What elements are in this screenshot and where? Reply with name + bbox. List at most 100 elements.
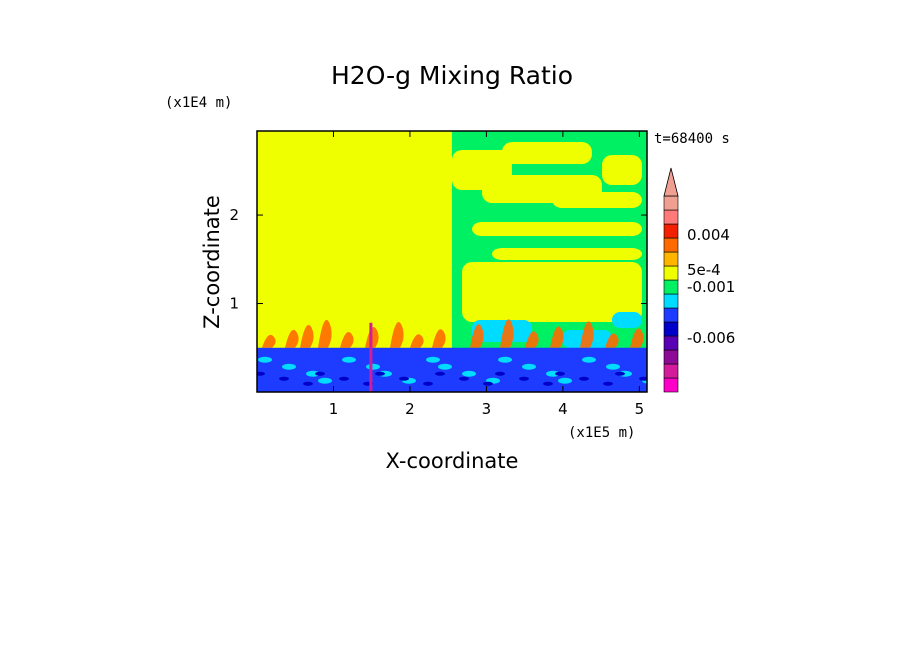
field-patch	[552, 192, 642, 208]
plume	[525, 331, 539, 348]
colorbar-swatch	[663, 209, 679, 225]
band-streak	[342, 356, 356, 363]
y-axis: 12	[229, 206, 647, 313]
band-streak	[555, 371, 565, 376]
band-streak	[375, 371, 385, 376]
plume	[300, 324, 314, 348]
y-axis-label: Z-coordinate	[200, 195, 224, 329]
band-streak	[462, 370, 476, 377]
plume	[630, 328, 644, 348]
band-streak	[582, 356, 596, 363]
band-streak	[558, 377, 572, 384]
plume-layer	[262, 319, 644, 348]
x-tick-label: 3	[482, 400, 492, 418]
colorbar-swatch	[663, 307, 679, 323]
plume	[470, 324, 484, 348]
x-axis: 1 2 3 4 5	[329, 131, 644, 418]
band-streak	[639, 376, 647, 381]
field-patch	[462, 262, 642, 322]
vertical-streak	[369, 322, 373, 392]
colorbar-swatch	[663, 223, 679, 239]
band-streak	[459, 376, 469, 381]
x-axis-label: X-coordinate	[386, 449, 519, 473]
colorbar-tick-label: 5e-4	[687, 261, 721, 279]
band-streak	[438, 363, 452, 370]
plot-area	[257, 131, 647, 392]
band-streak	[522, 363, 536, 370]
plume	[390, 322, 404, 348]
plot-frame	[256, 130, 648, 393]
colorbar-swatch	[663, 321, 679, 337]
colorbar-swatch	[663, 195, 679, 211]
band-streak	[606, 363, 620, 370]
band-streak	[303, 381, 313, 386]
field-patch	[502, 142, 592, 164]
band-streak	[339, 376, 349, 381]
plume	[432, 329, 446, 348]
plume	[285, 329, 299, 348]
band-streak	[399, 376, 409, 381]
colorbar-swatch	[663, 377, 679, 393]
band-streak	[546, 370, 560, 377]
time-label: t=68400 s	[654, 131, 730, 147]
band-streak	[257, 371, 265, 376]
plume	[318, 319, 332, 348]
x-tick-label: 4	[558, 400, 568, 418]
x-tick-label: 2	[405, 400, 415, 418]
band-streak	[426, 356, 440, 363]
colorbar-swatch	[663, 251, 679, 267]
band-streak	[615, 371, 625, 376]
band-streak	[498, 356, 512, 363]
plume	[340, 332, 354, 348]
x-unit-label: (x1E5 m)	[568, 425, 635, 441]
field-patch	[492, 248, 642, 260]
upper-right-region	[452, 131, 647, 392]
band-streak	[495, 371, 505, 376]
plume	[410, 334, 424, 348]
field-patch	[612, 312, 642, 328]
band-streak	[318, 377, 332, 384]
band-streak	[543, 381, 553, 386]
band-streak	[279, 376, 289, 381]
x-tick-label: 5	[635, 400, 645, 418]
colorbar-swatch	[663, 363, 679, 379]
colorbar-swatch	[663, 265, 679, 281]
band-streak	[366, 363, 380, 370]
band-fill	[257, 347, 647, 392]
field-patch	[472, 222, 642, 236]
colorbar-extend-arrow	[663, 167, 679, 197]
colorbar-swatch	[663, 293, 679, 309]
colorbar-swatch	[663, 237, 679, 253]
band-streak	[579, 376, 589, 381]
band-streak	[483, 381, 493, 386]
band-streak	[315, 371, 325, 376]
colorbar: 0.004 5e-4-0.001 -0.006	[663, 167, 735, 393]
colorbar-tick-label: 0.004	[687, 226, 730, 244]
y-tick-label: 1	[229, 295, 239, 313]
x-tick-label: 1	[329, 400, 339, 418]
colorbar-tick-label: -0.006	[687, 329, 735, 347]
field-patch	[602, 155, 642, 185]
y-tick-label: 2	[229, 206, 239, 224]
colorbar-swatch	[663, 279, 679, 295]
plume	[550, 326, 564, 348]
band-streak	[435, 371, 445, 376]
colorbar-swatch	[663, 349, 679, 365]
plume	[262, 334, 276, 348]
plume	[605, 333, 619, 348]
band-streak	[423, 381, 433, 386]
boundary-layer-band	[257, 322, 647, 392]
band-streak	[306, 370, 320, 377]
y-unit-label: (x1E4 m)	[165, 95, 232, 111]
band-streak	[258, 356, 272, 363]
chart-title: H2O-g Mixing Ratio	[331, 61, 573, 90]
field-patch	[472, 320, 532, 342]
band-streak	[282, 363, 296, 370]
plume	[500, 319, 514, 348]
band-streak	[519, 376, 529, 381]
colorbar-swatch	[663, 335, 679, 351]
colorbar-tick-label: -0.001	[687, 278, 735, 296]
plume	[580, 321, 594, 348]
band-streak	[603, 381, 613, 386]
